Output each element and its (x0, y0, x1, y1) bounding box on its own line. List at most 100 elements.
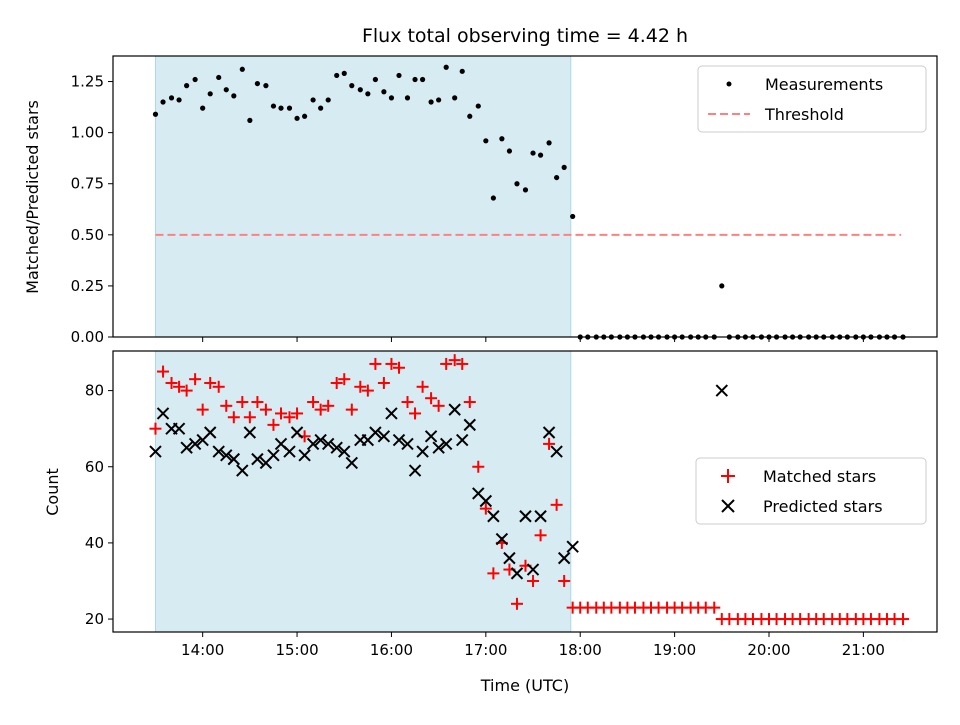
measurement-point (310, 97, 316, 103)
measurement-point (278, 105, 284, 111)
measurement-point (443, 64, 449, 70)
counts-y-axis-label: Count (43, 468, 62, 516)
matched-star-point (527, 574, 540, 587)
measurement-point (412, 76, 418, 83)
measurement-point (176, 97, 182, 103)
matched-star-point (259, 403, 272, 416)
measurement-point (192, 76, 198, 83)
measurement-point (294, 115, 300, 121)
matched-star-point (189, 373, 202, 386)
matched-star-point (448, 354, 461, 367)
legend-measurement-marker (726, 81, 732, 87)
measurement-point (341, 70, 347, 76)
measurement-point (436, 97, 442, 103)
matched-star-point (534, 529, 547, 542)
predicted-star-point (267, 449, 280, 462)
matched-star-point (897, 613, 910, 626)
matched-star-point (267, 418, 280, 431)
measurement-point (239, 66, 245, 72)
measurement-point (561, 164, 567, 170)
matched-star-point (283, 411, 296, 424)
measurement-point (388, 95, 395, 101)
counts-legend: Matched stars Predicted stars (695, 457, 927, 525)
measurement-point (483, 138, 489, 144)
predicted-star-point (204, 426, 217, 439)
measurement-point (719, 283, 725, 289)
measurement-point (247, 117, 253, 123)
predicted-star-point (557, 551, 571, 565)
y-tick-label: 0.25 (71, 277, 104, 295)
predicted-star-point (416, 445, 429, 458)
measurement-point (270, 103, 277, 109)
matched-star-point (236, 396, 249, 409)
legend-matched-marker (721, 469, 735, 483)
measurement-point (554, 174, 560, 181)
predicted-star-point (227, 452, 241, 466)
matched-star-point (487, 567, 500, 580)
counts-panel: 14:00 15:00 16:00 17:00 18:00 19:00 20:00 21:00… (43, 350, 938, 695)
predicted-star-point (408, 464, 422, 477)
predicted-star-point (298, 449, 311, 462)
predicted-star-point (463, 418, 476, 432)
x-axis-label: Time (UTC) (480, 676, 569, 695)
measurement-point (506, 148, 513, 154)
measurement-point (499, 136, 505, 142)
measurement-point (475, 103, 481, 109)
predicted-star-point (220, 449, 233, 462)
measurement-point (537, 152, 544, 158)
measurement-point (530, 150, 536, 156)
predicted-star-point (448, 403, 461, 416)
measurement-point (459, 68, 465, 74)
y-tick-label: 20 (85, 610, 104, 628)
measurement-point (349, 83, 355, 89)
predicted-star-point (345, 456, 359, 470)
matched-star-point (196, 403, 209, 416)
chart-title: Flux total observing time = 4.42 h (362, 25, 688, 47)
legend-predicted-marker (721, 499, 735, 513)
measurement-point (254, 80, 261, 87)
x-tick-label: 14:00 (181, 641, 224, 659)
predicted-star-point (526, 563, 540, 576)
measurement-point (396, 72, 402, 79)
matched-star-point (275, 407, 288, 420)
measurement-point (286, 105, 293, 111)
measurement-point (168, 95, 175, 101)
predicted-star-point (321, 437, 335, 451)
matched-star-point (550, 498, 563, 511)
ratio-legend: Measurements Threshold (697, 65, 927, 133)
measurement-point (514, 181, 520, 187)
measurement-point (467, 113, 473, 119)
y-tick-label: 80 (85, 382, 104, 400)
predicted-star-point (377, 430, 391, 443)
matched-star-point (251, 396, 264, 409)
matched-star-point (463, 396, 476, 409)
predicted-star-point (243, 426, 257, 439)
predicted-star-point (236, 464, 249, 477)
ratio-x-ticks (202, 337, 864, 342)
y-tick-label: 0.50 (71, 226, 104, 244)
ratio-panel: 0.00 0.25 0.50 0.75 1.00 1.25 Flux total obse… (23, 25, 938, 346)
predicted-star-point (180, 441, 193, 454)
observing-window-span-top (154, 55, 572, 338)
matched-star-point (165, 376, 178, 389)
x-tick-label: 18:00 (559, 641, 602, 659)
predicted-star-point (283, 445, 296, 458)
matched-star-point (543, 437, 556, 450)
predicted-star-point (149, 445, 162, 458)
matched-star-point (472, 460, 485, 473)
measurement-point (522, 187, 529, 193)
predicted-star-point (424, 430, 438, 443)
observing-window-rect (154, 55, 572, 338)
y-tick-label: 1.00 (71, 124, 104, 142)
counts-axes-frame (112, 350, 938, 633)
matched-star-point (322, 399, 335, 412)
y-tick-label: 40 (85, 534, 104, 552)
matched-star-point (392, 361, 405, 374)
matched-star-point (220, 399, 233, 412)
matched-star-point (330, 376, 343, 389)
x-tick-label: 19:00 (653, 641, 696, 659)
legend-matched-label: Matched stars (763, 467, 876, 486)
measurement-point (207, 91, 213, 97)
predicted-star-point (550, 445, 563, 458)
